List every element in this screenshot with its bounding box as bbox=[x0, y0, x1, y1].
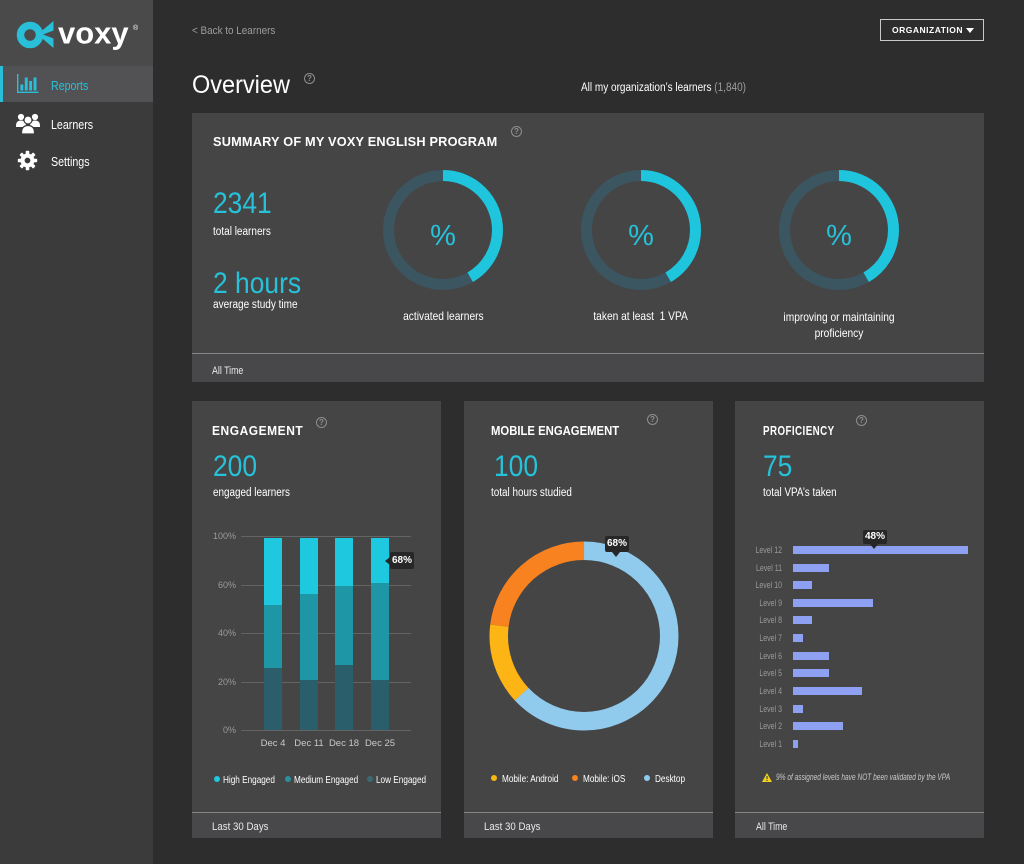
svg-text:voxy: voxy bbox=[58, 19, 129, 51]
svg-text:®: ® bbox=[133, 24, 138, 32]
